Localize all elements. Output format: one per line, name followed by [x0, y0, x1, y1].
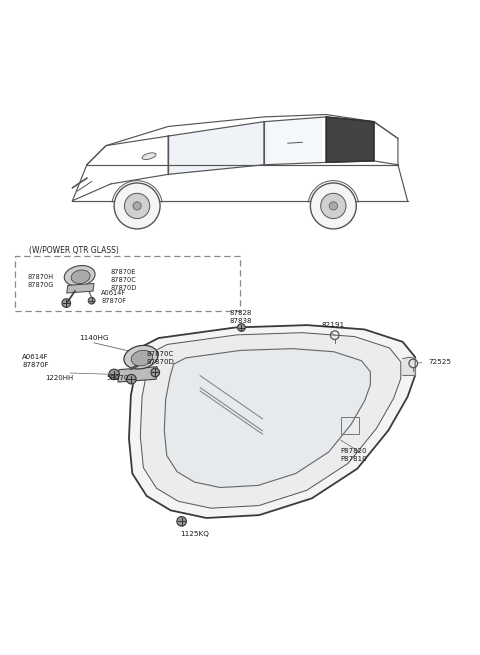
Circle shape — [62, 299, 71, 307]
Circle shape — [329, 202, 337, 210]
Circle shape — [151, 368, 159, 377]
Text: 87870C
87870D: 87870C 87870D — [147, 352, 174, 365]
Text: A0614F
87870F: A0614F 87870F — [22, 354, 49, 367]
Text: 87870E
87870C
87870D: 87870E 87870C 87870D — [111, 269, 137, 291]
Polygon shape — [403, 357, 415, 375]
Polygon shape — [129, 325, 415, 518]
Circle shape — [311, 183, 356, 229]
Polygon shape — [140, 333, 401, 508]
Text: 82191: 82191 — [322, 322, 345, 328]
Polygon shape — [266, 117, 322, 165]
Text: 58070: 58070 — [107, 375, 129, 381]
Text: 1140HG: 1140HG — [79, 335, 109, 341]
Circle shape — [177, 517, 186, 526]
Ellipse shape — [71, 270, 90, 284]
Circle shape — [114, 183, 160, 229]
Text: 87828
87838: 87828 87838 — [229, 310, 252, 324]
Circle shape — [124, 193, 150, 219]
Circle shape — [109, 369, 120, 380]
Text: (W/POWER QTR GLASS): (W/POWER QTR GLASS) — [29, 246, 120, 255]
Text: 87870H
87870G: 87870H 87870G — [27, 274, 53, 288]
Text: A0614F
87870F: A0614F 87870F — [101, 290, 126, 304]
Text: 1220HH: 1220HH — [45, 375, 73, 381]
Text: 1125KQ: 1125KQ — [180, 531, 209, 537]
Polygon shape — [67, 284, 94, 293]
Polygon shape — [326, 117, 374, 162]
Ellipse shape — [131, 350, 153, 366]
Polygon shape — [164, 348, 371, 487]
Polygon shape — [168, 122, 264, 174]
Circle shape — [238, 324, 245, 331]
Ellipse shape — [64, 265, 95, 286]
Circle shape — [133, 202, 141, 210]
Ellipse shape — [142, 153, 156, 160]
Circle shape — [127, 375, 136, 384]
Polygon shape — [118, 367, 157, 382]
Ellipse shape — [124, 345, 158, 369]
Circle shape — [88, 297, 95, 304]
Text: 72525: 72525 — [428, 360, 451, 365]
Circle shape — [321, 193, 346, 219]
Text: P87820
P87810: P87820 P87810 — [340, 448, 367, 462]
